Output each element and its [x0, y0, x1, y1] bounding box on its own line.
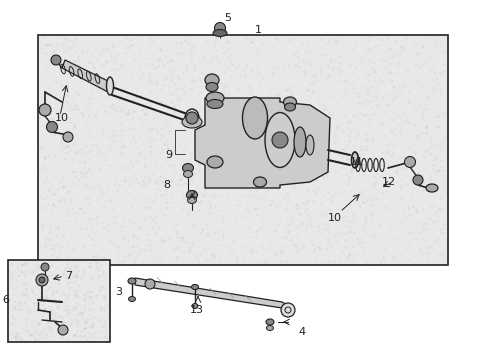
- Polygon shape: [195, 98, 329, 188]
- Ellipse shape: [351, 152, 358, 168]
- Ellipse shape: [183, 171, 192, 177]
- Ellipse shape: [213, 30, 226, 36]
- Text: 5: 5: [224, 13, 230, 23]
- Ellipse shape: [191, 284, 198, 289]
- Circle shape: [63, 132, 73, 142]
- Ellipse shape: [265, 319, 273, 325]
- Circle shape: [58, 325, 68, 335]
- Circle shape: [36, 274, 48, 286]
- Ellipse shape: [253, 177, 266, 187]
- Ellipse shape: [128, 278, 136, 284]
- Ellipse shape: [293, 127, 305, 157]
- Ellipse shape: [242, 97, 267, 139]
- Circle shape: [271, 132, 287, 148]
- Text: 2: 2: [187, 190, 195, 200]
- Ellipse shape: [204, 74, 219, 86]
- Text: 10: 10: [55, 113, 69, 123]
- Ellipse shape: [205, 82, 218, 91]
- Ellipse shape: [284, 103, 295, 111]
- Ellipse shape: [182, 116, 202, 128]
- Bar: [8, 260, 110, 342]
- Circle shape: [145, 279, 155, 289]
- Text: 10: 10: [327, 213, 341, 223]
- Text: 13: 13: [190, 305, 203, 315]
- Text: 7: 7: [65, 271, 72, 281]
- Ellipse shape: [305, 135, 313, 155]
- Text: 8: 8: [163, 180, 170, 190]
- Ellipse shape: [206, 156, 223, 168]
- Ellipse shape: [266, 325, 273, 330]
- Bar: [38, 35, 447, 265]
- Circle shape: [41, 263, 49, 271]
- Ellipse shape: [182, 163, 193, 172]
- Text: 4: 4: [297, 327, 305, 337]
- Text: 1: 1: [254, 25, 262, 35]
- Polygon shape: [135, 278, 291, 314]
- Ellipse shape: [206, 99, 223, 108]
- Ellipse shape: [128, 297, 135, 302]
- Text: 3: 3: [115, 287, 122, 297]
- Circle shape: [51, 55, 61, 65]
- Ellipse shape: [425, 184, 437, 192]
- Ellipse shape: [264, 112, 294, 167]
- Circle shape: [39, 277, 45, 283]
- Ellipse shape: [205, 92, 224, 104]
- Polygon shape: [62, 60, 110, 92]
- Circle shape: [404, 157, 415, 167]
- Ellipse shape: [184, 109, 199, 127]
- Circle shape: [46, 122, 58, 132]
- Text: 11: 11: [349, 157, 363, 167]
- Circle shape: [39, 104, 51, 116]
- Ellipse shape: [187, 197, 196, 203]
- Circle shape: [185, 112, 198, 124]
- Text: 6: 6: [2, 295, 9, 305]
- Text: 12: 12: [381, 177, 395, 187]
- Ellipse shape: [106, 77, 113, 95]
- Circle shape: [412, 175, 422, 185]
- Circle shape: [281, 303, 294, 317]
- Ellipse shape: [186, 190, 197, 199]
- Circle shape: [214, 23, 225, 33]
- Text: 9: 9: [164, 150, 172, 160]
- Ellipse shape: [192, 303, 198, 309]
- Ellipse shape: [283, 97, 296, 107]
